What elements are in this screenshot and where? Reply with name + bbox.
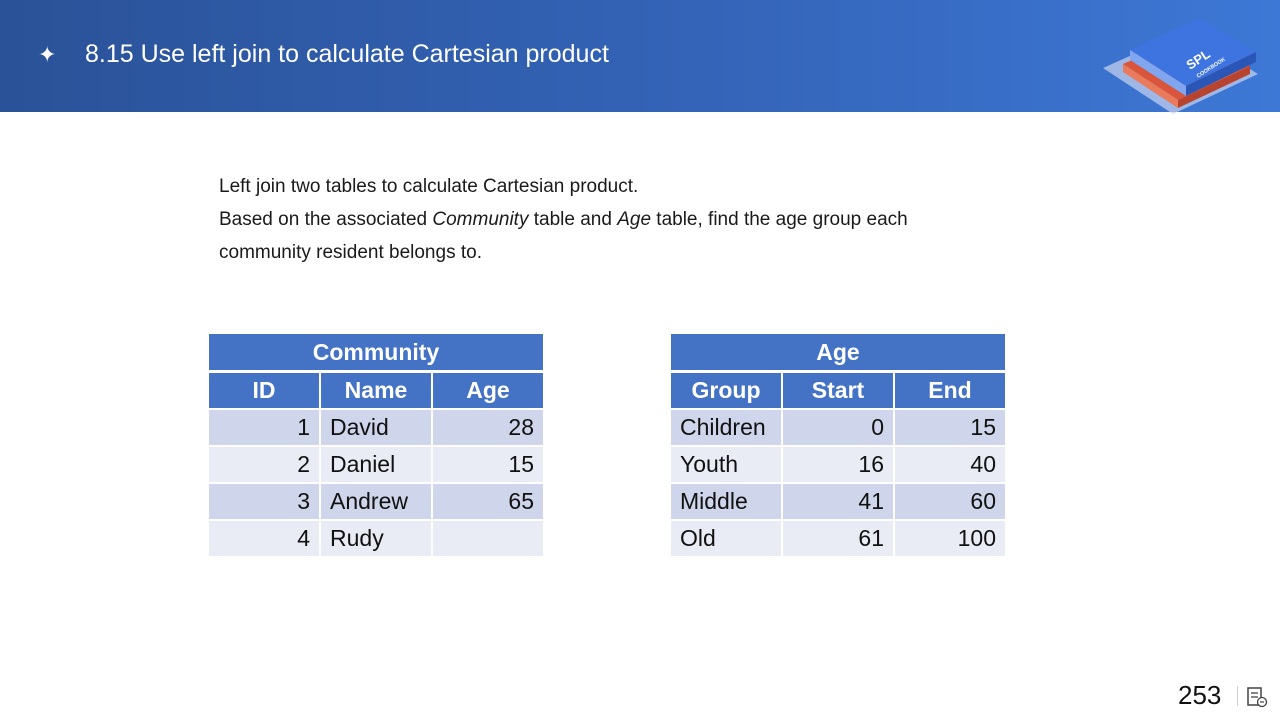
cell-name: Daniel xyxy=(321,447,433,484)
table-row: 3 Andrew 65 xyxy=(209,484,545,521)
cell-name: David xyxy=(321,410,433,447)
slide-title: 8.15 Use left join to calculate Cartesia… xyxy=(85,40,609,68)
table-row: Youth 16 40 xyxy=(671,447,1007,484)
description-line-2: Based on the associated Community table … xyxy=(219,209,908,230)
cell-id: 4 xyxy=(209,521,321,558)
description-line-3: community resident belongs to. xyxy=(219,242,482,263)
table-row: Old 61 100 xyxy=(671,521,1007,558)
notes-icon[interactable] xyxy=(1246,686,1268,708)
spl-cookbook-logo: SPL COOKBOOK xyxy=(1103,18,1258,114)
cell-end: 40 xyxy=(895,447,1007,484)
cell-age: 15 xyxy=(433,447,545,484)
cell-end: 60 xyxy=(895,484,1007,521)
cell-group: Youth xyxy=(671,447,783,484)
column-header-age: Age xyxy=(433,373,545,410)
cell-age xyxy=(433,521,545,558)
age-table-ref: Age xyxy=(617,209,652,230)
column-header-name: Name xyxy=(321,373,433,410)
column-header-group: Group xyxy=(671,373,783,410)
cell-end: 15 xyxy=(895,410,1007,447)
age-table: Age Group Start End Children 0 15 Youth … xyxy=(671,334,1007,558)
description-line-1: Left join two tables to calculate Cartes… xyxy=(219,176,639,197)
column-header-end: End xyxy=(895,373,1007,410)
cell-id: 3 xyxy=(209,484,321,521)
cell-group: Children xyxy=(671,410,783,447)
cell-start: 16 xyxy=(783,447,895,484)
column-header-start: Start xyxy=(783,373,895,410)
table-row: Middle 41 60 xyxy=(671,484,1007,521)
description: Left join two tables to calculate Cartes… xyxy=(219,170,1019,269)
cell-id: 1 xyxy=(209,410,321,447)
cell-id: 2 xyxy=(209,447,321,484)
sparkle-icon: ✦ xyxy=(38,42,57,67)
community-table-ref: Community xyxy=(432,209,529,230)
table-row: 4 Rudy xyxy=(209,521,545,558)
table-row: 1 David 28 xyxy=(209,410,545,447)
table-caption: Age xyxy=(671,334,1007,373)
cell-age: 28 xyxy=(433,410,545,447)
cell-end: 100 xyxy=(895,521,1007,558)
table-row: 2 Daniel 15 xyxy=(209,447,545,484)
cell-start: 61 xyxy=(783,521,895,558)
slide-header: ✦ 8.15 Use left join to calculate Cartes… xyxy=(0,0,1280,114)
cell-start: 41 xyxy=(783,484,895,521)
cell-name: Rudy xyxy=(321,521,433,558)
table-row: Children 0 15 xyxy=(671,410,1007,447)
cell-age: 65 xyxy=(433,484,545,521)
cell-group: Old xyxy=(671,521,783,558)
community-table: Community ID Name Age 1 David 28 2 Danie… xyxy=(209,334,545,558)
page-number: 253 xyxy=(1178,680,1222,710)
cell-name: Andrew xyxy=(321,484,433,521)
cell-start: 0 xyxy=(783,410,895,447)
table-caption: Community xyxy=(209,334,545,373)
footer-divider xyxy=(1237,686,1238,706)
column-header-id: ID xyxy=(209,373,321,410)
cell-group: Middle xyxy=(671,484,783,521)
